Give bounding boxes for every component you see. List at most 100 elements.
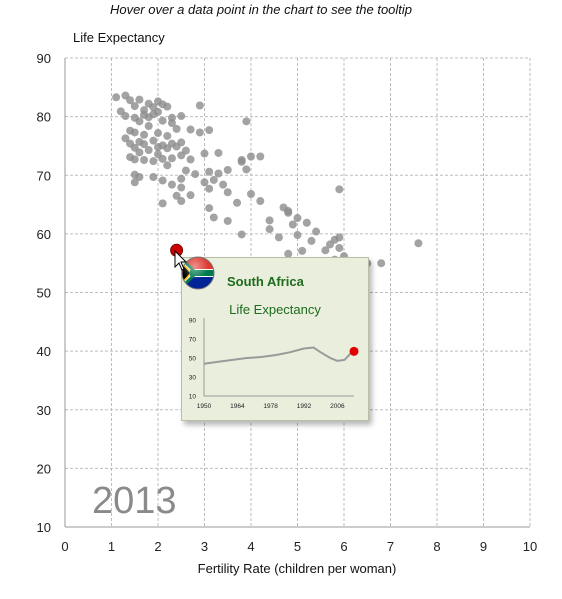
data-point [149, 173, 158, 182]
data-point [247, 190, 255, 199]
data-point [135, 148, 144, 157]
data-point [256, 197, 265, 206]
data-point [205, 204, 214, 213]
data-point [163, 102, 172, 111]
y-tick-label: 40 [37, 344, 51, 359]
data-point [163, 161, 172, 170]
data-point [223, 216, 232, 225]
data-point [140, 106, 149, 115]
data-point [112, 93, 121, 102]
data-point [414, 239, 423, 248]
data-point [195, 128, 204, 137]
data-point [214, 169, 223, 178]
data-point [140, 130, 149, 139]
data-point [163, 131, 172, 140]
data-point [154, 107, 162, 116]
data-point [121, 134, 130, 143]
data-point [265, 216, 274, 225]
data-point [144, 146, 153, 155]
country-tooltip: South Africa Life Expectancy 10 30 50 70 90 1… [180, 255, 369, 421]
data-point [209, 213, 218, 222]
data-point [265, 225, 274, 234]
x-tick-label: 9 [480, 539, 487, 554]
data-point [335, 243, 344, 252]
tooltip-country-name: South Africa [227, 274, 304, 289]
x-tick-label: 4 [247, 539, 254, 554]
mini-x-tick-label: 1992 [297, 403, 312, 410]
mini-y-tick-label: 70 [189, 337, 197, 344]
y-tick-label: 80 [37, 110, 51, 125]
x-tick-label: 10 [523, 539, 537, 554]
data-point [149, 136, 158, 145]
data-point [307, 236, 316, 245]
mini-x-tick-label: 2006 [330, 403, 345, 410]
mini-current-year-marker [349, 346, 359, 356]
data-point [200, 178, 209, 187]
data-point [223, 165, 232, 174]
data-point [177, 112, 186, 121]
data-point [274, 233, 283, 242]
data-point [219, 180, 228, 189]
data-point [144, 122, 153, 131]
data-point [223, 188, 232, 197]
data-point [293, 231, 302, 240]
data-point [302, 218, 311, 227]
y-tick-label: 70 [37, 168, 51, 183]
data-point [312, 227, 321, 236]
mini-y-tick-label: 30 [189, 375, 197, 382]
data-point [126, 96, 135, 105]
y-tick-label: 50 [37, 286, 51, 301]
mouse-pointer-icon [174, 250, 188, 271]
data-point [154, 129, 162, 138]
data-point [335, 233, 344, 242]
data-point [172, 124, 181, 133]
data-point [167, 119, 176, 128]
data-point [237, 230, 246, 239]
data-point [284, 249, 293, 258]
data-point [321, 246, 330, 255]
data-point [233, 198, 242, 207]
south-africa-flag-icon [180, 255, 216, 291]
data-point [177, 151, 186, 160]
data-point [149, 157, 158, 166]
data-point [247, 152, 255, 161]
mini-series-line [203, 346, 353, 365]
x-tick-label: 5 [294, 539, 301, 554]
data-point [181, 166, 190, 175]
data-point [177, 183, 186, 192]
data-point [167, 154, 176, 163]
data-point [140, 156, 149, 165]
y-tick-label: 60 [37, 227, 51, 242]
tooltip-metric-title: Life Expectancy [229, 302, 321, 317]
mini-y-tick-label: 50 [189, 356, 197, 363]
y-tick-label: 10 [37, 520, 51, 535]
data-point [284, 208, 293, 217]
data-point [121, 112, 130, 121]
y-tick-label: 30 [37, 403, 51, 418]
x-axis-title: Fertility Rate (children per woman) [198, 561, 397, 576]
y-tick-label: 90 [37, 51, 51, 66]
data-point [205, 167, 214, 176]
data-point [256, 152, 265, 161]
data-point [237, 156, 246, 165]
x-tick-label: 2 [154, 539, 161, 554]
data-point [158, 176, 167, 185]
data-point [293, 214, 302, 223]
data-point [135, 95, 144, 104]
data-point [135, 173, 144, 182]
data-point [186, 191, 195, 200]
data-point [135, 117, 144, 126]
data-point [377, 259, 386, 268]
x-tick-label: 1 [108, 539, 115, 554]
data-point [130, 155, 139, 164]
hover-hint: Hover over a data point in the chart to … [109, 2, 413, 17]
x-tick-label: 3 [201, 539, 208, 554]
data-point [205, 126, 214, 135]
mini-y-tick-label: 10 [189, 394, 197, 401]
data-point [195, 101, 204, 110]
year-label: 2013 [92, 480, 177, 522]
data-point [242, 165, 251, 174]
data-point [214, 148, 223, 157]
data-point [205, 184, 214, 193]
